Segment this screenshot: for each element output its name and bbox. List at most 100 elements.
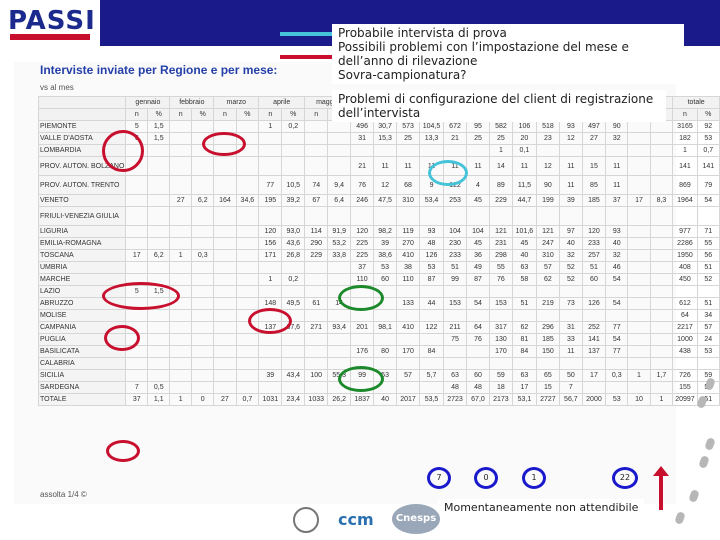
table-cell — [169, 132, 193, 145]
table-cell — [213, 297, 237, 310]
table-cell: 67,0 — [466, 393, 490, 406]
table-cell: 53,1 — [512, 393, 537, 406]
footprint-6 — [674, 510, 686, 526]
sheet-subtitle: vs al mes — [40, 83, 74, 92]
table-cell: 133 — [395, 297, 421, 310]
table-cell — [649, 381, 674, 394]
table-cell: 4 — [466, 175, 490, 195]
table-cell: 296 — [535, 321, 561, 334]
table-row: PUGLIA 75 76 130 81 185 33 141 54 1000 24 — [37, 333, 720, 346]
table-cell: 1,7 — [649, 369, 674, 382]
table-cell: 65 — [535, 369, 561, 382]
table-cell — [350, 333, 375, 346]
table-cell — [535, 357, 561, 370]
table-cell: 45 — [466, 194, 490, 207]
table-cell — [327, 333, 352, 346]
legend-label-blue: Problemi di configurazione del client di… — [338, 92, 654, 120]
table-cell — [235, 369, 260, 382]
table-cell — [147, 156, 171, 176]
table-cell: 7 — [559, 381, 583, 394]
table-cell — [281, 156, 306, 176]
table-cell — [442, 206, 468, 226]
table-cell: 252 — [581, 321, 607, 334]
table-cell: 15 — [581, 156, 607, 176]
table-cell — [350, 144, 375, 157]
table-cell — [258, 261, 283, 274]
table-cell: 1000 — [672, 333, 698, 346]
month-header: gennaio — [125, 96, 171, 109]
table-cell — [125, 206, 149, 226]
table-cell — [672, 206, 698, 226]
table-cell — [258, 381, 283, 394]
table-cell: 53 — [605, 393, 629, 406]
table-cell — [350, 206, 375, 226]
table-cell — [147, 175, 171, 195]
table-cell: 11 — [559, 175, 583, 195]
table-cell — [213, 333, 237, 346]
table-cell: 25 — [488, 132, 514, 145]
legend-line-cyan — [280, 32, 332, 36]
table-cell: 182 — [672, 132, 698, 145]
table-cell — [191, 175, 215, 195]
legend-callout-2: Problemi di configurazione del client di… — [332, 90, 666, 122]
table-cell — [395, 309, 421, 322]
red-circle-piemonte — [102, 130, 144, 172]
table-cell — [627, 261, 651, 274]
table-cell — [649, 156, 674, 176]
table-cell: 39 — [258, 369, 283, 382]
table-cell — [213, 206, 237, 226]
table-cell: 43,6 — [281, 237, 306, 250]
table-cell: 54 — [605, 333, 629, 346]
table-cell — [235, 381, 260, 394]
table-row: VENETO 27 6,2 164 34,6 195 39,2 67 6,4 246 47,5 310… — [37, 194, 720, 207]
table-cell — [512, 206, 537, 226]
table-cell — [235, 156, 260, 176]
table-cell: 33,8 — [327, 249, 352, 262]
table-row: CAMPANIA 137 67,6 271 93,4 201 98,1 410 122 211 64… — [37, 321, 720, 334]
table-cell: 77 — [258, 175, 283, 195]
table-cell — [581, 309, 607, 322]
table-cell — [466, 285, 490, 298]
table-cell: 71 — [696, 225, 720, 238]
table-cell: 672 — [442, 120, 468, 133]
table-cell: 11 — [605, 175, 629, 195]
table-cell — [649, 261, 674, 274]
table-cell: 64 — [672, 309, 698, 322]
table-cell — [581, 285, 607, 298]
table-cell: 10 — [627, 393, 651, 406]
table-cell: 48 — [442, 381, 468, 394]
legend-label-green: Sovra-campionatura? — [338, 68, 467, 82]
table-cell: 52 — [696, 273, 720, 286]
table-cell: 32 — [605, 132, 629, 145]
region-name: MARCHE — [37, 273, 127, 286]
table-cell — [627, 357, 651, 370]
region-name: TOSCANA — [37, 249, 127, 262]
table-cell — [147, 261, 171, 274]
table-cell: 84 — [512, 345, 537, 358]
table-cell: 153 — [442, 297, 468, 310]
table-cell — [627, 120, 651, 133]
table-cell: 0,5 — [147, 381, 171, 394]
table-cell — [213, 261, 237, 274]
table-cell — [281, 381, 306, 394]
note-callout: Momentaneamente non attendibile — [438, 499, 645, 517]
table-cell: 63 — [512, 369, 537, 382]
subcolumn-header: % — [191, 108, 215, 121]
subcolumn-header: n — [304, 108, 329, 121]
table-cell: 104 — [442, 225, 468, 238]
table-cell — [488, 357, 514, 370]
table-cell: 233 — [442, 249, 468, 262]
table-cell: 51 — [696, 297, 720, 310]
table-cell — [213, 321, 237, 334]
region-name: FRIULI-VENEZIA GIULIA — [37, 206, 127, 226]
table-cell — [304, 309, 329, 322]
table-cell: 410 — [395, 249, 421, 262]
table-cell — [327, 120, 352, 133]
table-cell — [281, 144, 306, 157]
table-cell: 49,5 — [281, 297, 306, 310]
table-cell — [304, 345, 329, 358]
table-cell: 51 — [442, 261, 468, 274]
table-cell: 120 — [258, 225, 283, 238]
green-circle-campania — [338, 366, 384, 392]
table-cell: 5,7 — [419, 369, 444, 382]
